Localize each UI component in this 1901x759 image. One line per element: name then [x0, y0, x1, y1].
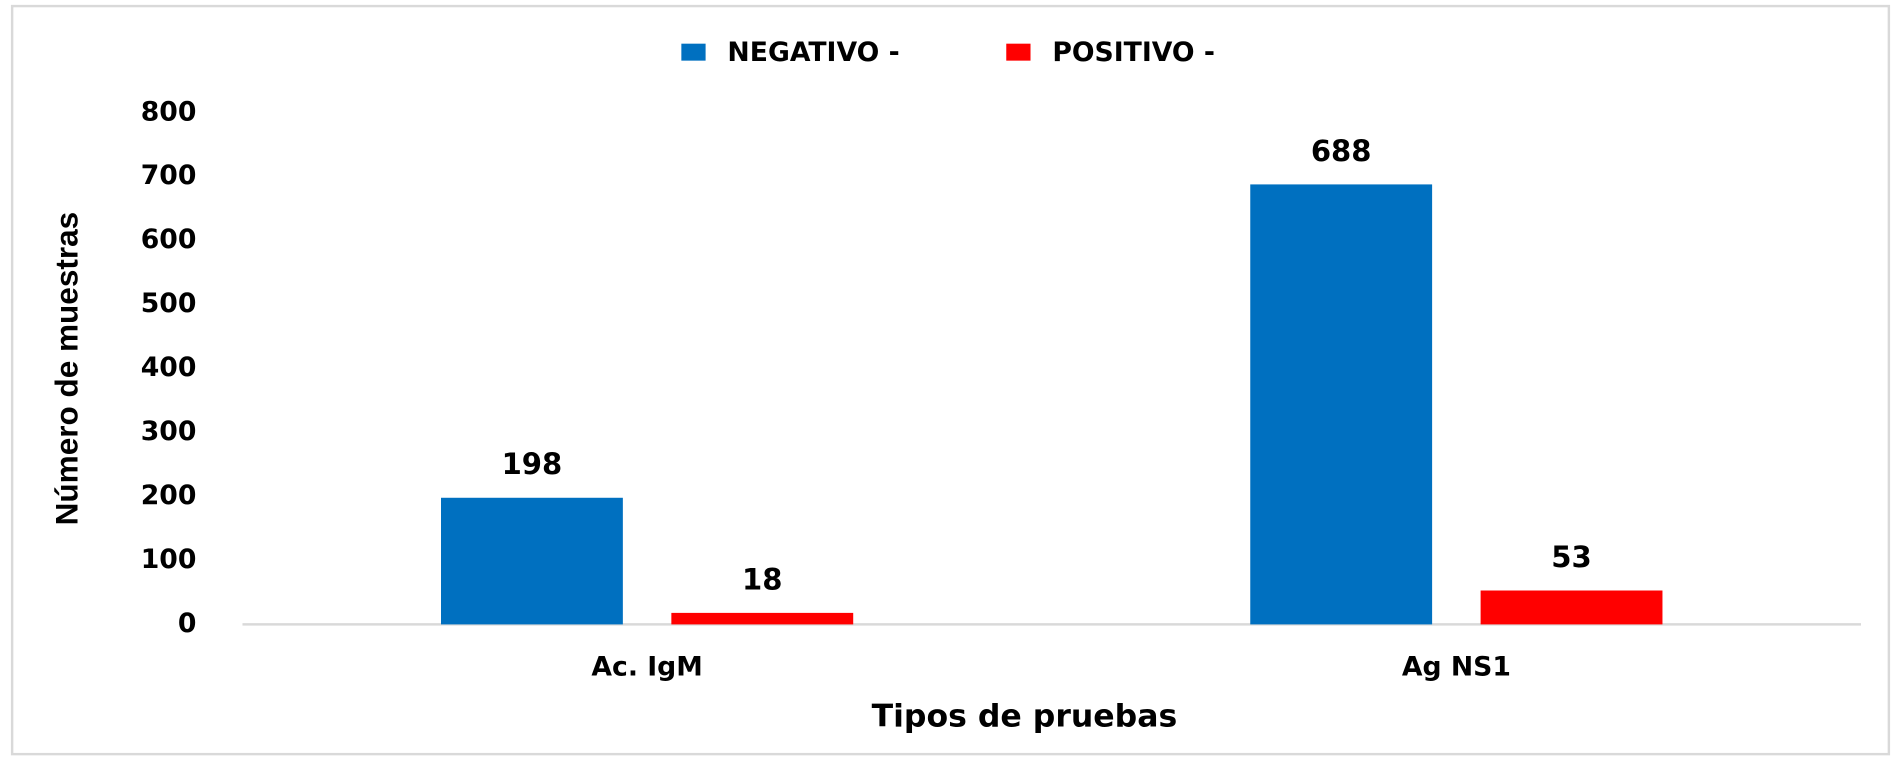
y-tick-label: 100	[141, 544, 197, 575]
data-label: 18	[742, 562, 782, 596]
bar	[1480, 590, 1663, 625]
data-label: 688	[1311, 134, 1372, 168]
x-tick-label: Ag NS1	[1402, 652, 1511, 683]
y-tick-label: 200	[141, 480, 197, 511]
x-axis-label: Tipos de pruebas	[872, 699, 1178, 735]
y-tick-label: 400	[141, 352, 197, 383]
legend-swatch	[1006, 43, 1031, 61]
data-label: 53	[1551, 540, 1591, 574]
y-tick-label: 800	[141, 96, 197, 127]
y-tick-label: 600	[141, 224, 197, 255]
y-tick-label: 700	[141, 160, 197, 191]
y-tick-label: 300	[141, 416, 197, 447]
y-tick-label: 500	[141, 288, 197, 319]
bar	[441, 497, 623, 625]
legend-swatch	[681, 43, 706, 61]
x-tick-label: Ac. IgM	[591, 652, 702, 683]
legend-label: POSITIVO -	[1052, 37, 1215, 68]
y-axis-label: Número de muestras	[48, 212, 84, 526]
data-label: 198	[502, 447, 563, 481]
bar	[671, 612, 854, 625]
y-tick-label: 0	[178, 608, 197, 639]
chart-frame	[10, 4, 1891, 756]
legend-label: NEGATIVO -	[727, 37, 899, 68]
bar	[1250, 184, 1433, 625]
